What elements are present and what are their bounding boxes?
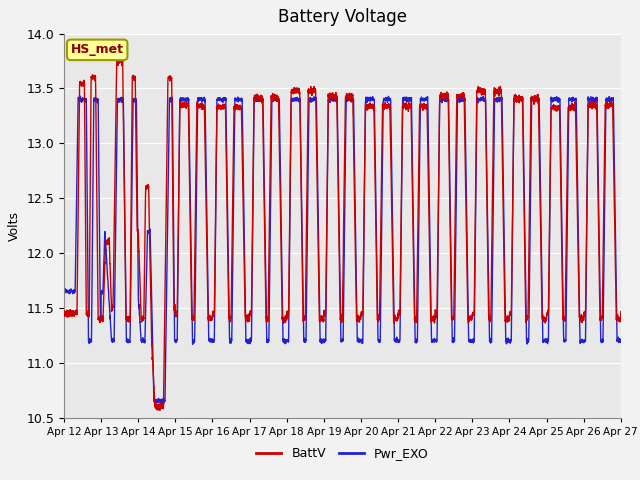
Line: Pwr_EXO: Pwr_EXO [64,96,621,405]
Y-axis label: Volts: Volts [8,211,21,240]
Pwr_EXO [322,337,330,343]
BattV [322,299,330,305]
BattV [617,309,625,314]
Pwr_EXO [499,159,507,165]
Text: HS_met: HS_met [70,43,124,56]
Legend: BattV, Pwr_EXO: BattV, Pwr_EXO [252,442,433,465]
Pwr_EXO [467,338,475,344]
BattV [156,408,164,413]
Line: BattV: BattV [64,58,621,410]
BattV [616,316,624,322]
BattV [468,316,476,322]
Pwr_EXO [617,339,625,345]
BattV [161,343,168,349]
Pwr_EXO [616,338,624,344]
Pwr_EXO [436,96,444,101]
Title: Battery Voltage: Battery Voltage [278,9,407,26]
Pwr_EXO [159,402,167,408]
BattV [499,191,507,196]
Pwr_EXO [479,93,487,99]
BattV [117,55,125,60]
BattV [60,308,68,313]
Pwr_EXO [60,289,68,295]
Pwr_EXO [161,397,168,403]
BattV [436,94,444,100]
